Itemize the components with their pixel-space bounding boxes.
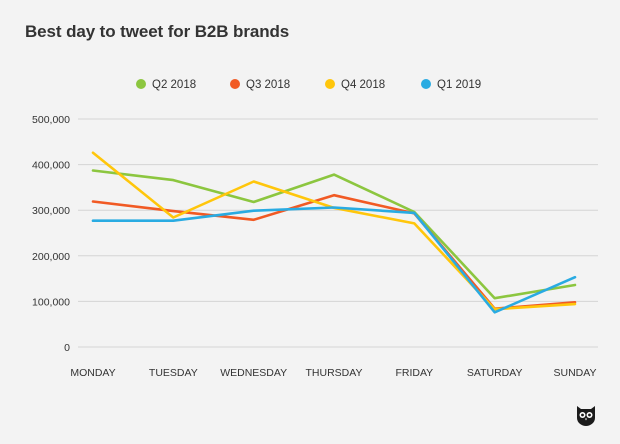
- series-line-q2-2018: [91, 169, 577, 300]
- x-tick-label: MONDAY: [70, 367, 115, 379]
- series-line-q4-2018: [91, 151, 577, 311]
- x-tick-label: THURSDAY: [306, 367, 363, 379]
- series-line-q1-2019: [91, 206, 577, 314]
- legend-marker: [421, 79, 431, 89]
- legend-label: Q3 2018: [246, 79, 290, 91]
- y-tick-label: 100,000: [32, 296, 70, 308]
- x-tick-label: TUESDAY: [149, 367, 198, 379]
- legend: Q2 2018 Q3 2018 Q4 2018 Q1 2019: [136, 79, 481, 91]
- x-tick-label: FRIDAY: [395, 367, 433, 379]
- y-tick-label: 0: [64, 342, 70, 354]
- grid: [78, 118, 598, 348]
- y-tick-label: 400,000: [32, 160, 70, 172]
- legend-label: Q2 2018: [152, 79, 196, 91]
- y-axis: 0 100,000 200,000 300,000 400,000 500,000: [32, 114, 70, 354]
- owl-logo-icon: [577, 406, 595, 426]
- chart-title: Best day to tweet for B2B brands: [25, 22, 290, 41]
- legend-marker: [230, 79, 240, 89]
- x-tick-label: WEDNESDAY: [220, 367, 287, 379]
- series-lines: [91, 151, 577, 314]
- y-tick-label: 300,000: [32, 205, 70, 217]
- legend-marker: [325, 79, 335, 89]
- x-axis: MONDAY TUESDAY WEDNESDAY THURSDAY FRIDAY SATU…: [70, 367, 596, 379]
- legend-label: Q4 2018: [341, 79, 385, 91]
- x-tick-label: SUNDAY: [554, 367, 597, 379]
- legend-marker: [136, 79, 146, 89]
- legend-label: Q1 2019: [437, 79, 481, 91]
- x-tick-label: SATURDAY: [467, 367, 523, 379]
- y-tick-label: 500,000: [32, 114, 70, 126]
- y-tick-label: 200,000: [32, 251, 70, 263]
